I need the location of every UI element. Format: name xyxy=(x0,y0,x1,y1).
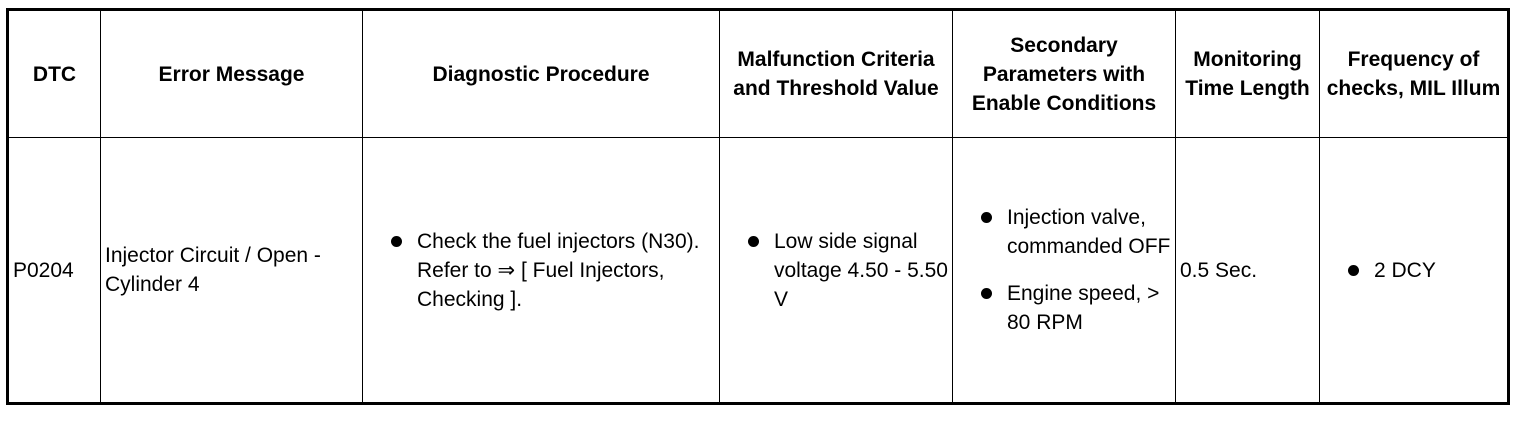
column-header: Error Message xyxy=(100,9,363,138)
table-cell: Low side signal voltage 4.50 - 5.50 V xyxy=(719,137,953,404)
table-cell: Check the fuel injectors (N30). Refer to… xyxy=(362,137,720,404)
table-cell: 2 DCY xyxy=(1319,137,1509,404)
bullet-item: Injection valve, commanded OFF xyxy=(957,203,1171,261)
column-header: Frequency of checks, MIL Illum xyxy=(1319,9,1509,138)
bullet-dot xyxy=(981,288,992,299)
column-header: Malfunction Criteria and Threshold Value xyxy=(719,9,953,138)
bullet-list: Low side signal voltage 4.50 - 5.50 V xyxy=(724,227,948,314)
bullet-dot xyxy=(981,212,992,223)
table-body: P0204 Injector Circuit / Open - Cylinder … xyxy=(7,137,1509,404)
bullet-dot xyxy=(1348,264,1359,276)
bullet-text: Engine speed, > 80 RPM xyxy=(1007,282,1160,334)
column-header: Diagnostic Procedure xyxy=(362,9,720,138)
bullet-text: 2 DCY xyxy=(1374,258,1436,282)
column-header: Secondary Parameters with Enable Conditi… xyxy=(952,9,1176,138)
header-row: DTC Error Message Diagnostic Procedure Malf… xyxy=(7,9,1509,138)
bullet-item: Low side signal voltage 4.50 - 5.50 V xyxy=(724,227,948,314)
dtc-table: DTC Error Message Diagnostic Procedure Malf… xyxy=(6,8,1510,405)
bullet-list: Injection valve, commanded OFF Engine spe… xyxy=(957,203,1171,337)
table-cell: 0.5 Sec. xyxy=(1175,137,1320,404)
column-header: Monitoring Time Length xyxy=(1175,9,1320,138)
bullet-text: Injection valve, commanded OFF xyxy=(1007,206,1171,258)
table-cell: Injector Circuit / Open - Cylinder 4 xyxy=(100,137,363,404)
table-cell: P0204 xyxy=(7,137,101,404)
bullet-item: Engine speed, > 80 RPM xyxy=(957,279,1171,337)
bullet-item: 2 DCY xyxy=(1324,256,1503,285)
table-row: P0204 Injector Circuit / Open - Cylinder … xyxy=(7,137,1509,404)
bullet-item: Check the fuel injectors (N30). Refer to… xyxy=(367,227,715,314)
bullet-text: Low side signal voltage 4.50 - 5.50 V xyxy=(774,229,948,311)
bullet-dot xyxy=(391,235,402,247)
bullet-list: Check the fuel injectors (N30). Refer to… xyxy=(367,227,715,314)
column-header: DTC xyxy=(7,9,101,138)
table-cell: Injection valve, commanded OFF Engine spe… xyxy=(952,137,1176,404)
bullet-dot xyxy=(748,235,759,247)
bullet-text: Check the fuel injectors (N30). Refer to… xyxy=(417,229,700,311)
bullet-list: 2 DCY xyxy=(1324,256,1503,285)
